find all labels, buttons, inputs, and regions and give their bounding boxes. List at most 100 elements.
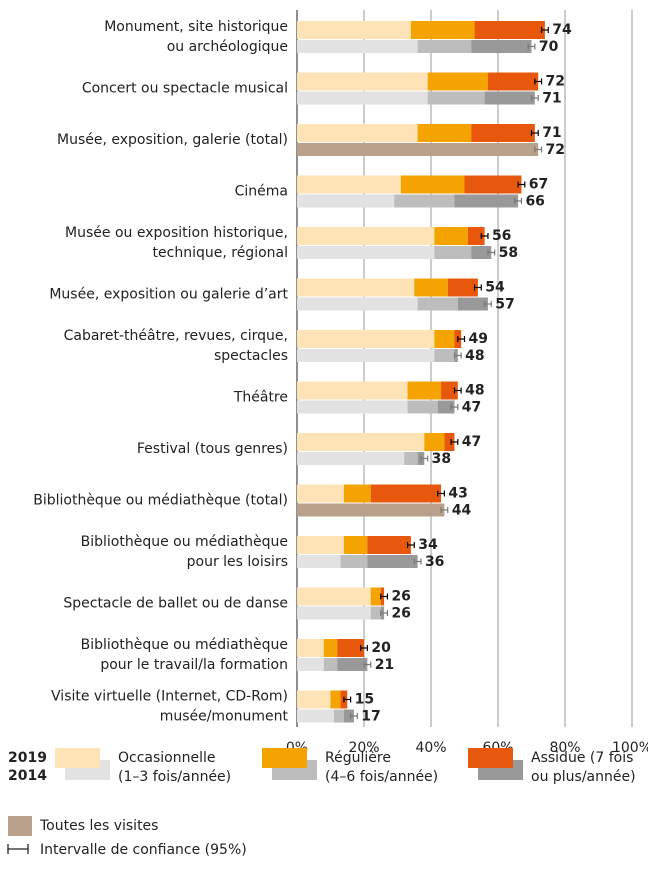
bar-segment — [417, 124, 472, 142]
bar-segment — [484, 91, 535, 105]
bar-segment — [474, 21, 545, 39]
category-label: spectacles — [214, 348, 288, 364]
category-label: Concert ou spectacle musical — [82, 81, 288, 97]
bar-segment — [417, 297, 458, 311]
bar-segment — [404, 452, 418, 465]
category-label: Bibliothèque ou médiathèque — [81, 534, 288, 550]
bar-segment — [400, 175, 465, 194]
category-label: musée/monument — [160, 709, 289, 725]
bar-segment — [297, 278, 415, 297]
error-bar — [350, 713, 358, 719]
bar-segment — [297, 587, 371, 606]
data-label: 57 — [495, 297, 514, 313]
category-label: pour le travail/la formation — [100, 657, 288, 673]
legend-label: Intervalle de confiance (95%) — [40, 842, 247, 858]
category-label: Monument, site historique — [104, 19, 288, 35]
data-label: 34 — [418, 537, 438, 553]
data-label: 71 — [542, 125, 561, 141]
bar-segment — [297, 484, 344, 503]
legend-label: Occasionnelle — [118, 750, 216, 766]
bar-segment — [297, 452, 405, 465]
error-bar — [527, 43, 536, 50]
bar-segment — [297, 349, 435, 362]
bar-segment — [471, 246, 492, 259]
bar-segment — [333, 709, 344, 723]
bar-segment — [297, 72, 428, 91]
bar — [297, 143, 539, 156]
bar-segment — [434, 227, 468, 245]
error-bar — [487, 249, 496, 256]
bar-segment — [297, 690, 331, 709]
bar-segment — [434, 246, 472, 259]
data-label: 49 — [469, 331, 488, 347]
bar-segment — [297, 175, 401, 194]
bar-segment — [467, 227, 485, 245]
legend-label: Assidue (7 fois — [531, 750, 633, 766]
data-label: 26 — [391, 606, 410, 622]
x-tick-label: 100% — [612, 740, 648, 756]
bar-segment — [337, 639, 364, 657]
error-bar — [413, 558, 422, 565]
bar-segment — [434, 330, 455, 348]
bar-segment — [447, 278, 478, 297]
bar-segment — [297, 536, 344, 554]
bar-segment — [340, 555, 368, 568]
category-label: Festival (tous genres) — [137, 441, 288, 457]
bar-segment — [297, 639, 324, 657]
error-bar — [437, 490, 445, 497]
bar-segment — [297, 91, 428, 105]
data-label: 54 — [485, 280, 505, 296]
error-bar — [540, 27, 549, 33]
bar-segment — [343, 536, 368, 554]
legend-label: (4–6 fois/année) — [325, 769, 438, 785]
error-bar — [343, 696, 352, 703]
bar-segment — [434, 349, 455, 362]
data-label: 72 — [546, 74, 565, 90]
bar-segment — [297, 227, 435, 245]
bar-segment — [370, 606, 381, 620]
bar-segment — [417, 40, 472, 53]
data-label: 17 — [361, 709, 380, 725]
data-label: 15 — [355, 692, 374, 708]
error-bar — [360, 645, 368, 651]
bar-segment — [297, 400, 408, 414]
category-label: Bibliothèque ou médiathèque — [81, 637, 288, 653]
error-bar — [406, 542, 415, 548]
bar-segment — [297, 194, 395, 208]
data-label: 74 — [552, 22, 572, 38]
bar-segment — [297, 330, 435, 348]
bar-segment — [297, 658, 324, 671]
data-label: 66 — [525, 194, 544, 210]
bar-segment — [367, 555, 418, 568]
error-bar — [450, 439, 459, 445]
data-label: 26 — [391, 589, 410, 605]
bar-segment — [457, 297, 488, 311]
bar-segment — [471, 124, 535, 142]
category-label: Musée, exposition ou galerie d’art — [49, 287, 288, 303]
bar-segment — [330, 690, 341, 709]
error-bar — [450, 404, 459, 410]
data-label: 58 — [499, 245, 518, 261]
error-bar — [380, 610, 389, 616]
error-bar — [363, 661, 372, 668]
bar-segment — [297, 21, 411, 39]
error-bar — [484, 301, 492, 307]
error-bar — [440, 507, 449, 513]
legend-label: (1–3 fois/année) — [118, 769, 231, 785]
bar-segment — [464, 175, 522, 194]
data-label: 38 — [432, 451, 451, 467]
error-bar — [480, 233, 489, 239]
error-bar — [514, 198, 523, 204]
bar-segment — [297, 555, 341, 568]
bar-segment — [337, 658, 368, 671]
error-bar — [457, 336, 466, 342]
bar-segment — [367, 536, 411, 554]
bar-segment — [487, 72, 539, 91]
category-label: Musée, exposition, galerie (total) — [57, 132, 288, 148]
data-label: 47 — [462, 434, 481, 450]
error-bar — [530, 95, 539, 101]
legend-swatch — [8, 816, 32, 836]
bar-segment — [297, 246, 435, 259]
bar-segment — [370, 484, 442, 503]
bar-segment — [323, 658, 338, 671]
